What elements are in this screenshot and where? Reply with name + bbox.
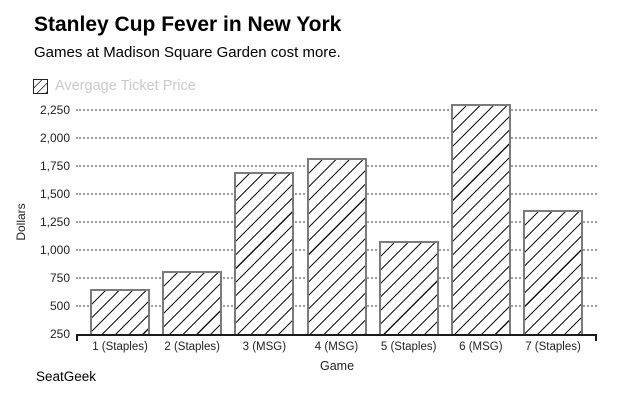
x-axis-end-tick bbox=[595, 335, 597, 341]
bar-1-staples bbox=[90, 289, 150, 334]
plot-area bbox=[76, 104, 597, 341]
y-tick-label: 750 bbox=[49, 271, 70, 285]
y-tick-label: 500 bbox=[49, 299, 70, 313]
bar-3-msg bbox=[234, 171, 295, 334]
y-tick-label: 1,000 bbox=[39, 243, 70, 257]
x-axis-title: Game bbox=[319, 359, 355, 373]
bar-5-staples bbox=[378, 241, 439, 334]
footer-brand: SeatGeek bbox=[36, 369, 97, 384]
x-tick-label: 6 (MSG) bbox=[459, 341, 503, 353]
gridline bbox=[76, 137, 597, 139]
y-tick-label: 1,250 bbox=[39, 215, 70, 229]
chart-subtitle: Games at Madison Square Garden cost more… bbox=[34, 44, 341, 61]
legend-hatch-swatch-icon bbox=[33, 78, 48, 94]
x-tick-label: 3 (MSG) bbox=[242, 341, 287, 353]
x-tick-label: 2 (Staples) bbox=[164, 341, 220, 353]
legend: Avergage Ticket Price bbox=[33, 78, 196, 94]
y-tick-label: 1,500 bbox=[39, 187, 70, 201]
x-axis-end-tick bbox=[76, 335, 78, 341]
x-axis-line bbox=[76, 334, 597, 336]
x-tick-label: 4 (MSG) bbox=[314, 341, 359, 353]
y-tick-label: 2,250 bbox=[39, 103, 70, 117]
x-tick-label: 7 (Staples) bbox=[525, 341, 581, 353]
bar-4-msg bbox=[306, 158, 367, 334]
chart-title: Stanley Cup Fever in New York bbox=[34, 13, 342, 36]
legend-label: Avergage Ticket Price bbox=[55, 78, 196, 94]
gridline bbox=[76, 109, 597, 111]
y-tick-label: 2,000 bbox=[39, 131, 70, 145]
x-tick-label: 5 (Staples) bbox=[380, 341, 437, 353]
bar-6-msg bbox=[450, 104, 511, 334]
y-tick-label: 250 bbox=[49, 327, 70, 341]
bar-7-staples bbox=[523, 209, 583, 334]
y-tick-label: 1,750 bbox=[39, 159, 70, 173]
x-tick-label: 1 (Staples) bbox=[92, 341, 148, 353]
bar-2-staples bbox=[162, 271, 223, 334]
